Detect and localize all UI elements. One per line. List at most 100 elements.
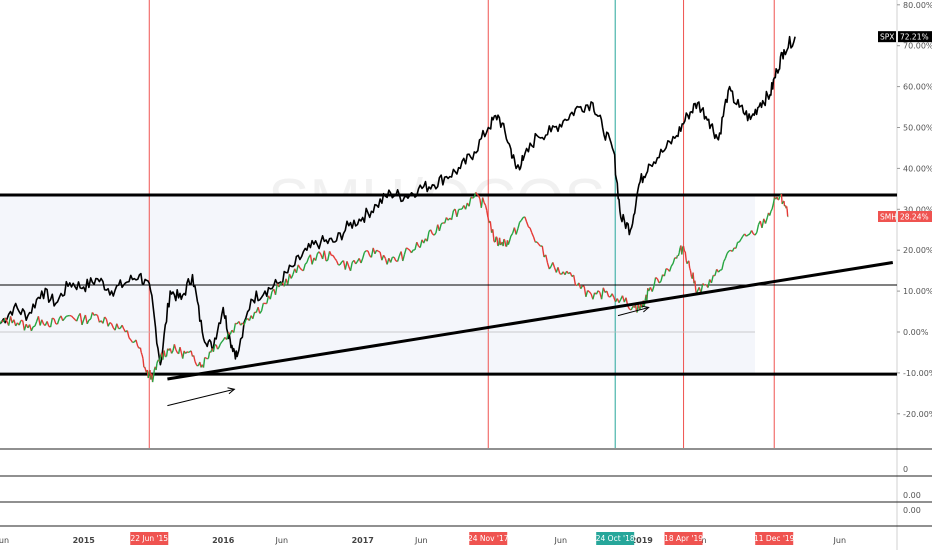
smh-segment [339, 261, 343, 266]
smh-segment [325, 259, 329, 262]
drawings[interactable] [167, 260, 894, 407]
badge-name: SMH [880, 212, 897, 221]
smh-segment [126, 330, 130, 338]
last-value-badge-spx: SPX 72.21% [878, 31, 932, 43]
y-tick-label: -10.00% [903, 369, 932, 378]
smh-segment [204, 356, 207, 359]
smh-segment [56, 318, 60, 325]
series-lines [0, 35, 796, 383]
smh-segment [475, 192, 478, 195]
smh-segment [304, 262, 308, 265]
y-tick-label: 60.00% [903, 83, 932, 92]
subpane-tick-0: 0 [903, 465, 908, 474]
smh-segment [155, 363, 158, 371]
badge-name-bg [878, 210, 896, 222]
smh-segment [548, 266, 552, 270]
smh-segment [182, 350, 185, 359]
smh-segment [105, 318, 109, 327]
smh-segment [497, 244, 500, 247]
smh-segment [683, 250, 686, 253]
smh-segment [470, 196, 473, 199]
arrow-head-1 [641, 305, 650, 313]
smh-segment [93, 313, 97, 317]
smh-segment [86, 319, 90, 325]
smh-segment [477, 195, 481, 200]
smh-segment [538, 243, 542, 247]
smh-segment [269, 291, 273, 300]
y-tick-label: -20.00% [903, 410, 932, 419]
smh-segment [202, 357, 206, 368]
smh-segment [70, 315, 74, 319]
trend-line [167, 260, 894, 381]
x-tick-label: Jun [275, 536, 289, 545]
smh-segment [692, 272, 695, 284]
smh-segment [484, 205, 488, 211]
smh-segment [606, 290, 610, 297]
smh-segment [334, 257, 338, 262]
smh-segment [517, 222, 521, 229]
smh-segment [704, 283, 707, 286]
smh-segment [678, 247, 681, 254]
smh-segment [328, 251, 332, 256]
event-badge-bg [755, 532, 794, 545]
smh-segment [280, 282, 283, 285]
smh-segment [682, 245, 686, 252]
smh-segment [416, 241, 420, 247]
smh-segment [175, 349, 178, 353]
smh-segment [235, 322, 238, 325]
smh-segment [274, 283, 278, 295]
smh-segment [109, 321, 113, 325]
smh-segment [786, 208, 789, 217]
arrow-line-1 [617, 306, 649, 317]
smh-segment [745, 234, 749, 237]
smh-segment [190, 350, 194, 357]
smh-segment [88, 318, 92, 321]
smh-segment [34, 321, 38, 327]
smh-segment [323, 250, 327, 262]
smh-segment [524, 216, 528, 223]
smh-segment [151, 376, 155, 383]
smh-segment [278, 283, 282, 288]
smh-segment [627, 305, 631, 310]
smh-segment [62, 318, 66, 322]
time-axis[interactable]: Jun2015Jun2016Jun2017JunJun2019JunJun22 … [0, 532, 846, 545]
smh-segment [646, 288, 649, 301]
y-tick-label: 80.00% [903, 1, 932, 10]
smh-segment [520, 217, 524, 221]
smh-segment [487, 216, 490, 223]
smh-segment [597, 290, 601, 293]
subpane-tick-2: 0.00 [903, 506, 921, 515]
event-badge-bg [130, 532, 169, 545]
smh-segment [46, 321, 50, 327]
smh-segment [290, 274, 294, 279]
smh-segment [496, 237, 499, 246]
smh-segment [764, 217, 768, 224]
x-tick-label: 2016 [212, 536, 235, 545]
price-axis[interactable]: 80.00% 70.00% 60.00% 50.00% 40.00% 30.00% 20.0… [878, 1, 932, 419]
smh-segment [726, 250, 730, 254]
smh-segment [778, 196, 781, 200]
smh-segment [756, 224, 760, 233]
smh-segment [91, 312, 95, 316]
smh-segment [504, 240, 507, 247]
event-badge-4: 11 Dec '19 [754, 532, 795, 545]
event-badge-label: 22 Jun '15 [130, 534, 168, 543]
x-tick-label: Jun [833, 536, 847, 545]
x-tick-label: Jun [554, 536, 568, 545]
smh-segment [507, 241, 510, 245]
smh-segment [63, 315, 67, 320]
smh-segment [510, 232, 514, 237]
smh-segment [72, 317, 76, 321]
badge-value-bg [898, 210, 932, 222]
smh-segment [370, 247, 374, 258]
subpane-tick-1: 0.00 [903, 491, 921, 500]
smh-segment [363, 250, 367, 253]
smh-segment [407, 248, 411, 251]
smh-segment [152, 370, 155, 378]
smh-segment [587, 289, 590, 293]
smh-segment [500, 243, 502, 246]
smh-segment [529, 227, 533, 234]
smh-segment [771, 203, 775, 210]
smh-segment [426, 231, 430, 242]
